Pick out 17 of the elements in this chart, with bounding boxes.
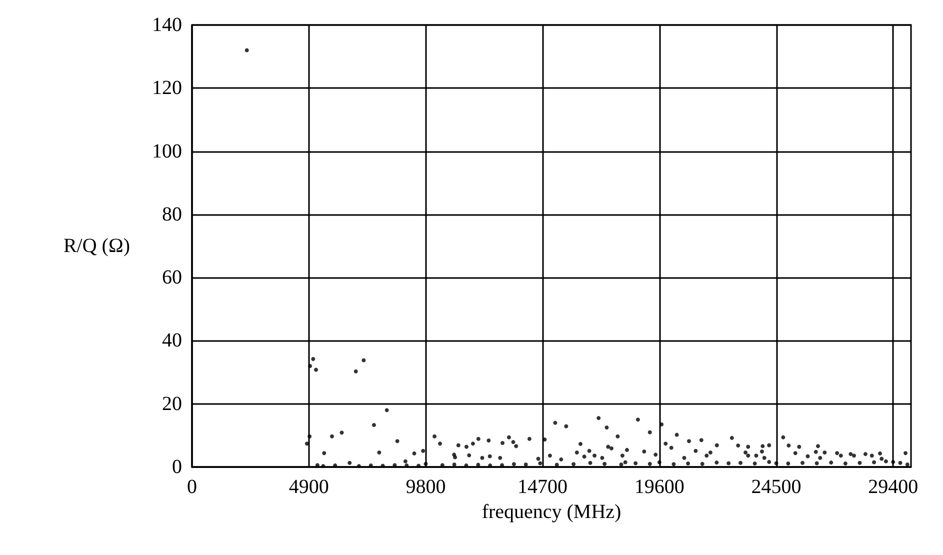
y-tick-label: 80 — [162, 203, 182, 226]
x-tick-label: 0 — [187, 476, 197, 498]
y-tick-label: 100 — [152, 140, 182, 162]
y-tick-label: 40 — [162, 330, 182, 352]
y-tick-label: 0 — [172, 456, 182, 478]
x-tick-label: 29400 — [868, 476, 918, 498]
x-tick-label: 19600 — [634, 476, 684, 498]
y-tick-label: 60 — [162, 266, 182, 289]
x-tick-label: 9800 — [406, 476, 446, 498]
y-tick-label: 120 — [152, 77, 182, 100]
x-tick-label: 14700 — [518, 476, 568, 498]
x-tick-label: 24500 — [751, 476, 802, 498]
x-axis-title: frequency (MHz) — [482, 500, 622, 523]
y-tick-label: 20 — [162, 392, 182, 415]
y-tick-label: 140 — [152, 14, 182, 36]
y-axis-title: R/Q (Ω) — [63, 235, 130, 257]
x-tick-label: 4900 — [288, 476, 329, 498]
